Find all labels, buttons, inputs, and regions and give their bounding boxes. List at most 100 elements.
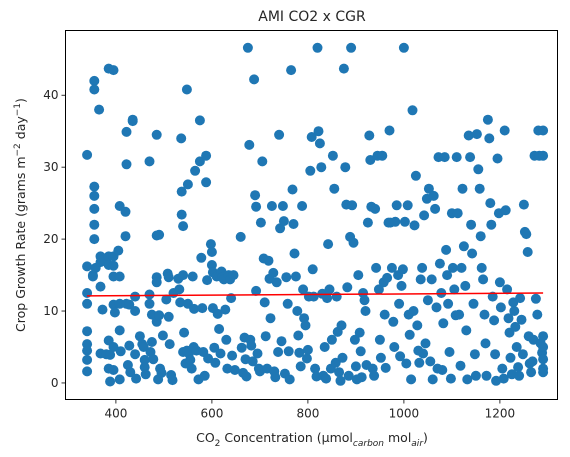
data-point (197, 303, 208, 314)
data-point (108, 365, 119, 375)
data-point (241, 371, 252, 382)
data-point (205, 239, 216, 250)
data-point (355, 346, 366, 357)
data-point (410, 170, 421, 181)
data-point (283, 346, 294, 357)
data-point (185, 354, 196, 365)
data-point (109, 307, 120, 318)
data-point (298, 284, 309, 295)
data-point (354, 327, 365, 338)
data-point (482, 114, 493, 125)
data-point (251, 201, 262, 212)
data-point (148, 354, 159, 365)
data-point (480, 338, 491, 349)
data-point (302, 344, 313, 355)
data-point (491, 375, 502, 386)
data-point (276, 336, 287, 347)
data-point (178, 270, 189, 281)
y-axis-ticks: 0 10 20 30 40 (43, 88, 66, 390)
data-point (397, 264, 408, 275)
x-tick-label: 600 (200, 407, 223, 421)
data-point (87, 271, 98, 282)
data-point (513, 362, 524, 373)
data-point (163, 272, 174, 283)
data-point (174, 284, 185, 295)
data-point (431, 302, 442, 313)
data-point (260, 331, 271, 342)
data-point (391, 200, 402, 211)
data-point (89, 84, 100, 95)
data-point (89, 203, 100, 214)
data-point (503, 313, 514, 324)
data-point (176, 186, 187, 197)
data-point (364, 130, 375, 141)
data-point (474, 183, 485, 194)
y-tick-label: 30 (43, 160, 58, 174)
data-point (468, 298, 479, 309)
data-point (375, 352, 386, 363)
data-point (514, 370, 525, 381)
data-point (414, 357, 425, 368)
data-point (511, 342, 522, 352)
data-point (130, 349, 141, 360)
data-point (494, 277, 505, 288)
data-point (538, 125, 549, 136)
data-point (227, 350, 238, 361)
data-point (338, 63, 349, 74)
data-point (447, 262, 458, 273)
data-point (467, 248, 478, 259)
data-point (212, 308, 223, 319)
data-point (538, 367, 549, 378)
y-tick-label: 40 (43, 88, 58, 102)
data-point (179, 327, 190, 338)
data-point (310, 363, 321, 374)
data-point (327, 150, 338, 161)
data-point (220, 304, 231, 315)
data-point (340, 162, 351, 173)
data-point (475, 231, 486, 242)
data-point (82, 354, 93, 365)
data-point (434, 258, 445, 269)
x-tick-label: 400 (104, 407, 127, 421)
x-axis-ticks: 400 600 800 1000 1200 (104, 399, 515, 421)
data-point (485, 198, 496, 209)
data-point (427, 374, 438, 385)
data-point (268, 267, 279, 278)
data-point (114, 271, 125, 282)
data-point (124, 340, 135, 351)
data-point (401, 358, 412, 369)
data-point (497, 363, 508, 374)
data-point (274, 129, 285, 140)
data-point (478, 274, 489, 285)
data-point (252, 348, 263, 359)
data-point (399, 216, 410, 227)
data-point (288, 219, 299, 229)
data-point (321, 373, 332, 384)
data-point (466, 219, 477, 230)
data-point (187, 271, 198, 282)
data-point (331, 291, 342, 302)
data-point (379, 309, 390, 320)
data-point (460, 280, 471, 291)
data-point (178, 221, 189, 232)
data-point (336, 320, 347, 331)
data-point (365, 155, 376, 165)
data-point (154, 310, 165, 321)
data-point (244, 139, 255, 150)
data-point (114, 374, 125, 385)
data-point (462, 374, 473, 385)
x-tick-label: 800 (296, 407, 319, 421)
data-point (334, 367, 345, 378)
data-point (492, 153, 503, 164)
data-point (113, 245, 124, 256)
data-point (307, 264, 318, 275)
data-point (308, 291, 319, 302)
data-point (196, 252, 207, 263)
data-point (324, 284, 335, 295)
data-point (82, 366, 93, 377)
data-point (346, 42, 357, 53)
data-point (289, 248, 300, 259)
data-point (301, 353, 312, 364)
data-point (471, 129, 482, 140)
